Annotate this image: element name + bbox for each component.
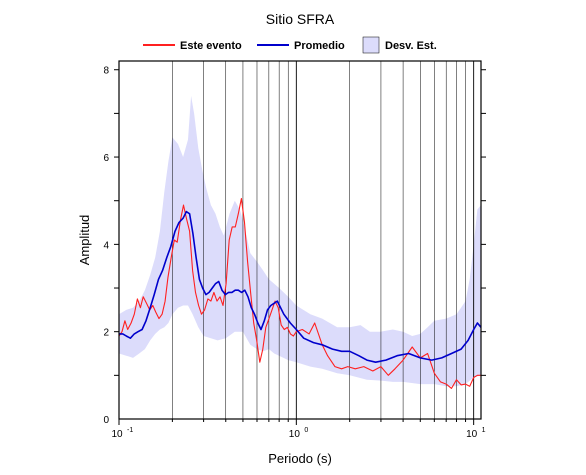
y-tick-label: 6 xyxy=(103,153,109,164)
std-dev-band xyxy=(119,95,481,387)
series-line-promedio xyxy=(119,210,482,364)
y-tick-label: 0 xyxy=(103,415,109,426)
legend-label-desv-est: Desv. Est. xyxy=(385,40,437,52)
y-tick-label: 2 xyxy=(103,328,109,339)
legend: Este evento Promedio Desv. Est. xyxy=(143,36,437,54)
x-tick-label-exponent: 0 xyxy=(304,427,308,434)
legend-label-promedio: Promedio xyxy=(294,40,345,52)
x-tick-label: 10 xyxy=(466,429,478,440)
x-tick-label: 10 xyxy=(111,429,123,440)
y-tick-label: 4 xyxy=(103,240,109,251)
legend-label-este-evento: Este evento xyxy=(180,40,242,52)
chart-title: Sitio SFRA xyxy=(266,11,335,27)
y-axis-label: Amplitud xyxy=(77,215,92,266)
plot-frame xyxy=(118,60,482,420)
series-layer xyxy=(118,197,482,389)
std-dev-band-layer xyxy=(119,95,481,387)
y-tick-label: 8 xyxy=(103,66,109,77)
x-tick-label-exponent: -1 xyxy=(127,427,133,434)
legend-swatch-desv-est xyxy=(362,36,380,54)
x-axis-label: Periodo (s) xyxy=(268,451,332,466)
x-tick-label: 10 xyxy=(289,429,301,440)
x-tick-label-exponent: 1 xyxy=(482,427,486,434)
